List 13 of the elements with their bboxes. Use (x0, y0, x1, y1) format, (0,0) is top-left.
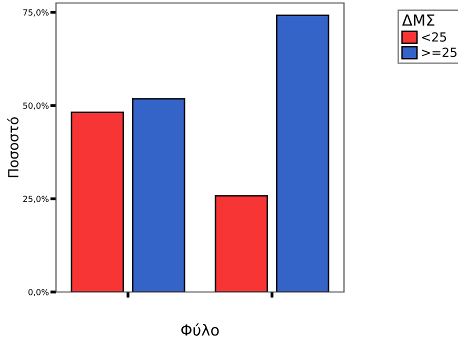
bar (70, 112, 124, 292)
bar (132, 98, 186, 292)
bar (276, 14, 330, 292)
y-tick-label: 50,0% (23, 102, 49, 110)
bar (214, 195, 268, 292)
y-axis-title: Ποσοστό (7, 117, 19, 178)
y-tick-label: 25,0% (23, 196, 49, 203)
y-tick-label: 0,0% (28, 288, 49, 296)
legend-title: ΔΜΣ (402, 14, 434, 26)
x-axis-title: Φύλο (181, 323, 219, 336)
legend-label: <25 (422, 32, 446, 42)
y-tick-label: 75,0% (23, 9, 49, 16)
legend-label: >=25 (422, 48, 457, 58)
